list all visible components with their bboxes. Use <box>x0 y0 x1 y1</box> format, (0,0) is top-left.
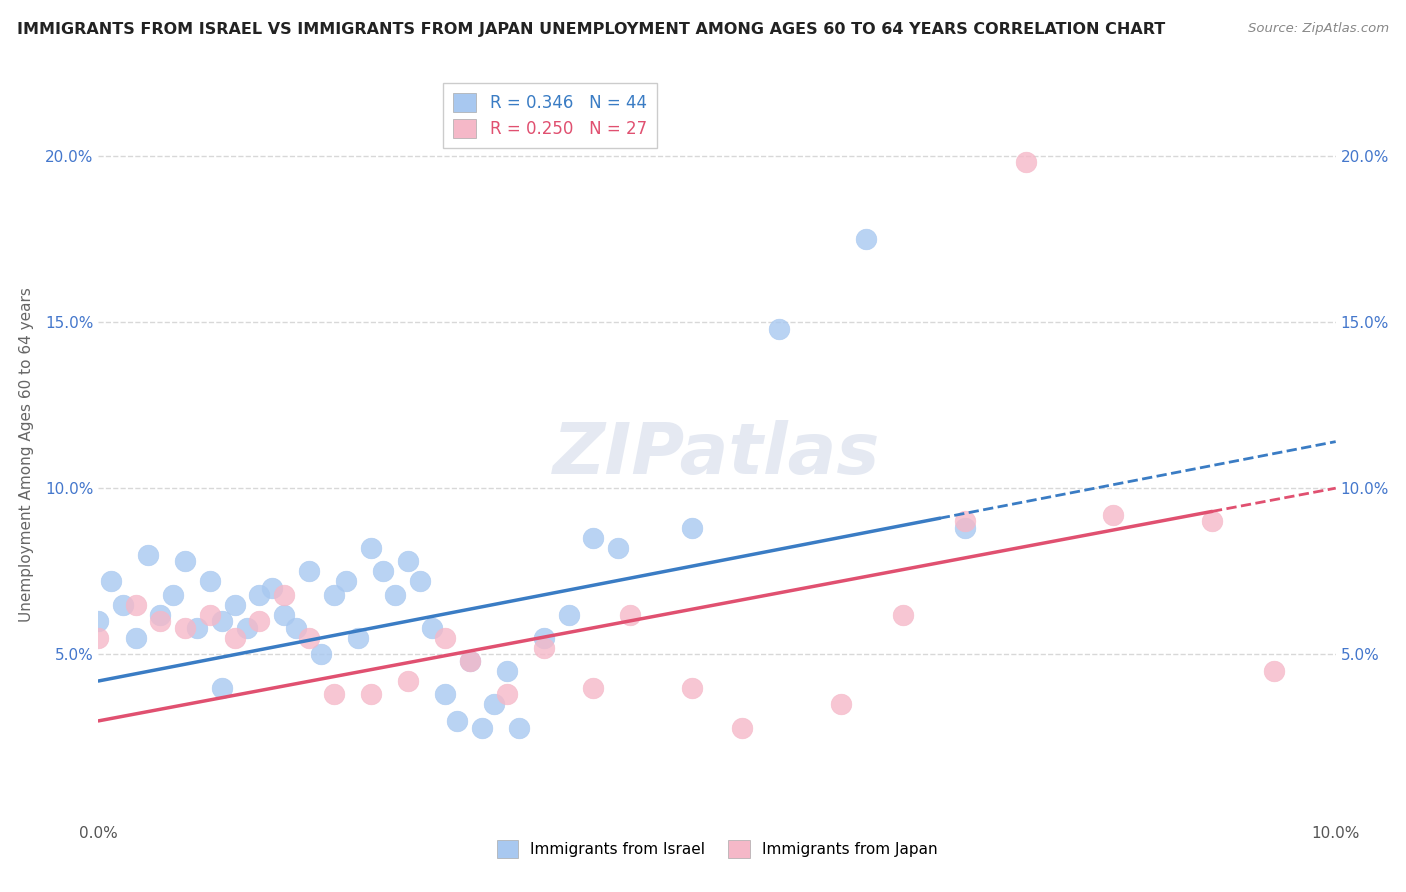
Point <box>124 598 146 612</box>
Point <box>508 721 530 735</box>
Point <box>224 631 246 645</box>
Point <box>198 574 221 589</box>
Point <box>1263 664 1285 678</box>
Point <box>149 614 172 628</box>
Point <box>731 721 754 735</box>
Point <box>768 321 790 335</box>
Point <box>533 640 555 655</box>
Point <box>211 614 233 628</box>
Point <box>1015 155 1038 169</box>
Text: Source: ZipAtlas.com: Source: ZipAtlas.com <box>1249 22 1389 36</box>
Point <box>953 521 976 535</box>
Point <box>396 554 419 568</box>
Point <box>582 531 605 545</box>
Point <box>162 588 184 602</box>
Point <box>484 698 506 712</box>
Point <box>335 574 357 589</box>
Point <box>495 664 517 678</box>
Point <box>298 631 321 645</box>
Point <box>174 621 197 635</box>
Point <box>681 521 703 535</box>
Point <box>322 588 344 602</box>
Text: ZIPatlas: ZIPatlas <box>554 420 880 490</box>
Point <box>495 687 517 701</box>
Point <box>458 654 481 668</box>
Point <box>433 687 456 701</box>
Point <box>247 588 270 602</box>
Point <box>260 581 283 595</box>
Point <box>458 654 481 668</box>
Point <box>87 631 110 645</box>
Point <box>236 621 259 635</box>
Point <box>247 614 270 628</box>
Y-axis label: Unemployment Among Ages 60 to 64 years: Unemployment Among Ages 60 to 64 years <box>20 287 34 623</box>
Point <box>124 631 146 645</box>
Point <box>557 607 579 622</box>
Point <box>211 681 233 695</box>
Point <box>112 598 135 612</box>
Point <box>830 698 852 712</box>
Point <box>953 515 976 529</box>
Point <box>87 614 110 628</box>
Point <box>360 687 382 701</box>
Point <box>322 687 344 701</box>
Point <box>533 631 555 645</box>
Point <box>224 598 246 612</box>
Point <box>855 232 877 246</box>
Point <box>186 621 208 635</box>
Point <box>607 541 630 555</box>
Point <box>1201 515 1223 529</box>
Point <box>347 631 370 645</box>
Point <box>384 588 406 602</box>
Point <box>309 648 332 662</box>
Point <box>422 621 444 635</box>
Point <box>371 564 394 578</box>
Point <box>100 574 122 589</box>
Point <box>891 607 914 622</box>
Point <box>1102 508 1125 522</box>
Point <box>446 714 468 728</box>
Legend: Immigrants from Israel, Immigrants from Japan: Immigrants from Israel, Immigrants from … <box>491 834 943 864</box>
Point <box>360 541 382 555</box>
Point <box>149 607 172 622</box>
Point <box>174 554 197 568</box>
Point <box>409 574 432 589</box>
Point <box>136 548 159 562</box>
Point <box>273 607 295 622</box>
Point <box>198 607 221 622</box>
Point <box>396 673 419 688</box>
Text: IMMIGRANTS FROM ISRAEL VS IMMIGRANTS FROM JAPAN UNEMPLOYMENT AMONG AGES 60 TO 64: IMMIGRANTS FROM ISRAEL VS IMMIGRANTS FRO… <box>17 22 1166 37</box>
Point <box>285 621 308 635</box>
Point <box>681 681 703 695</box>
Point <box>298 564 321 578</box>
Point <box>273 588 295 602</box>
Point <box>471 721 494 735</box>
Point <box>619 607 641 622</box>
Point <box>582 681 605 695</box>
Point <box>433 631 456 645</box>
